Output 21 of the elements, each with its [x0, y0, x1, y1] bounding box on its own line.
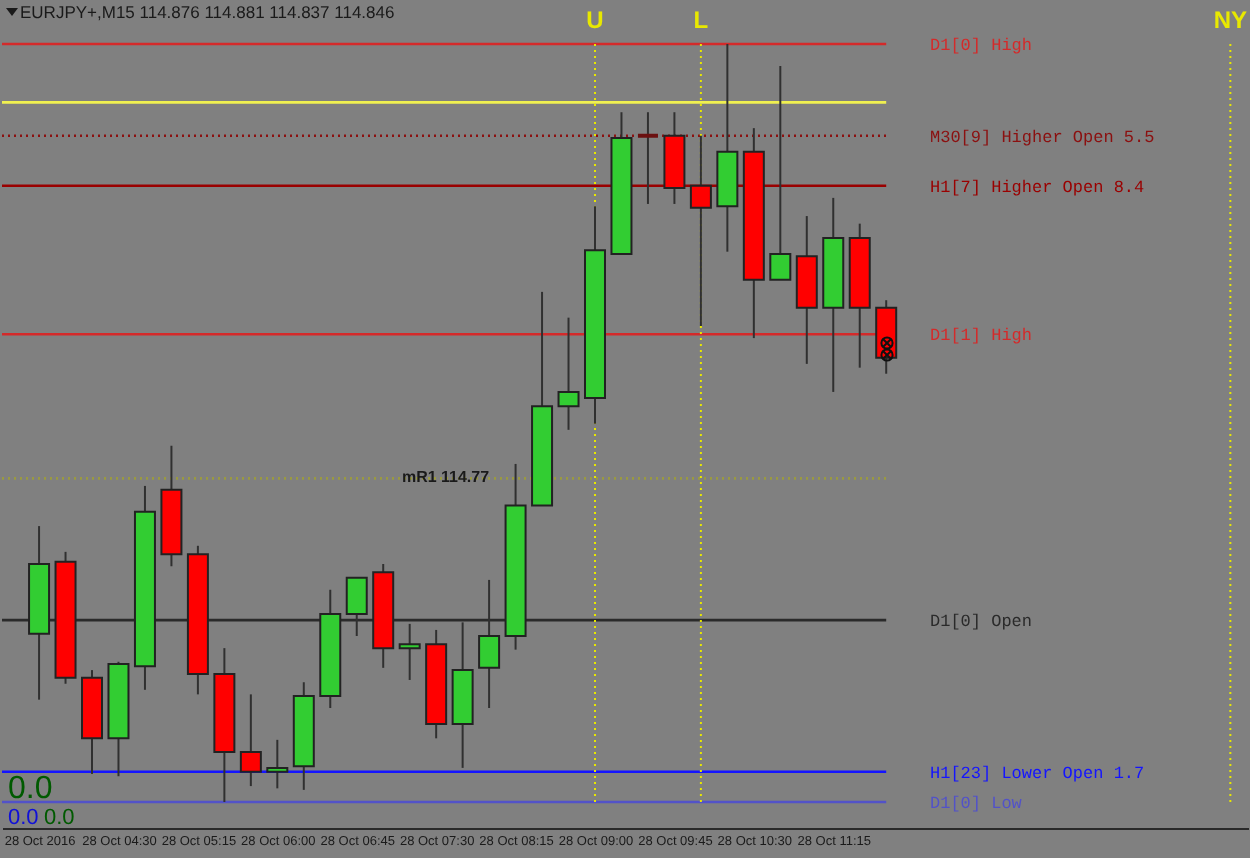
ref-line-label: D1[0] Open	[930, 612, 1033, 633]
candlestick	[769, 64, 792, 281]
candlestick	[557, 316, 580, 431]
ref-line-label: M30[9] Higher Open 5.5	[930, 127, 1155, 148]
annotation: mR1 114.77	[401, 468, 491, 487]
ref-line-label: L	[693, 6, 709, 34]
ref-line-label: D1[0] Low	[930, 794, 1024, 814]
ref-line-label: H1[7] Higher Open 8.4	[930, 177, 1145, 198]
ref-line-label: NY	[1213, 6, 1248, 34]
ref-line-label: H1[23] Lower Open 1.7	[930, 763, 1145, 784]
text: 0.0	[44, 806, 75, 830]
text: 0.0	[8, 806, 39, 830]
candlestick	[239, 693, 262, 788]
candlestick	[635, 111, 660, 205]
candlestick	[266, 738, 289, 790]
ref-line-label: U	[586, 6, 604, 34]
ref-line-label: D1[0] High	[930, 36, 1033, 56]
annotation: 0.0	[8, 772, 53, 806]
ref-line-label: D1[1] High	[930, 326, 1033, 347]
candlestick	[689, 134, 712, 327]
chart-title: EURJPY+,M15 114.876 114.881 114.837 114.846	[20, 2, 395, 22]
